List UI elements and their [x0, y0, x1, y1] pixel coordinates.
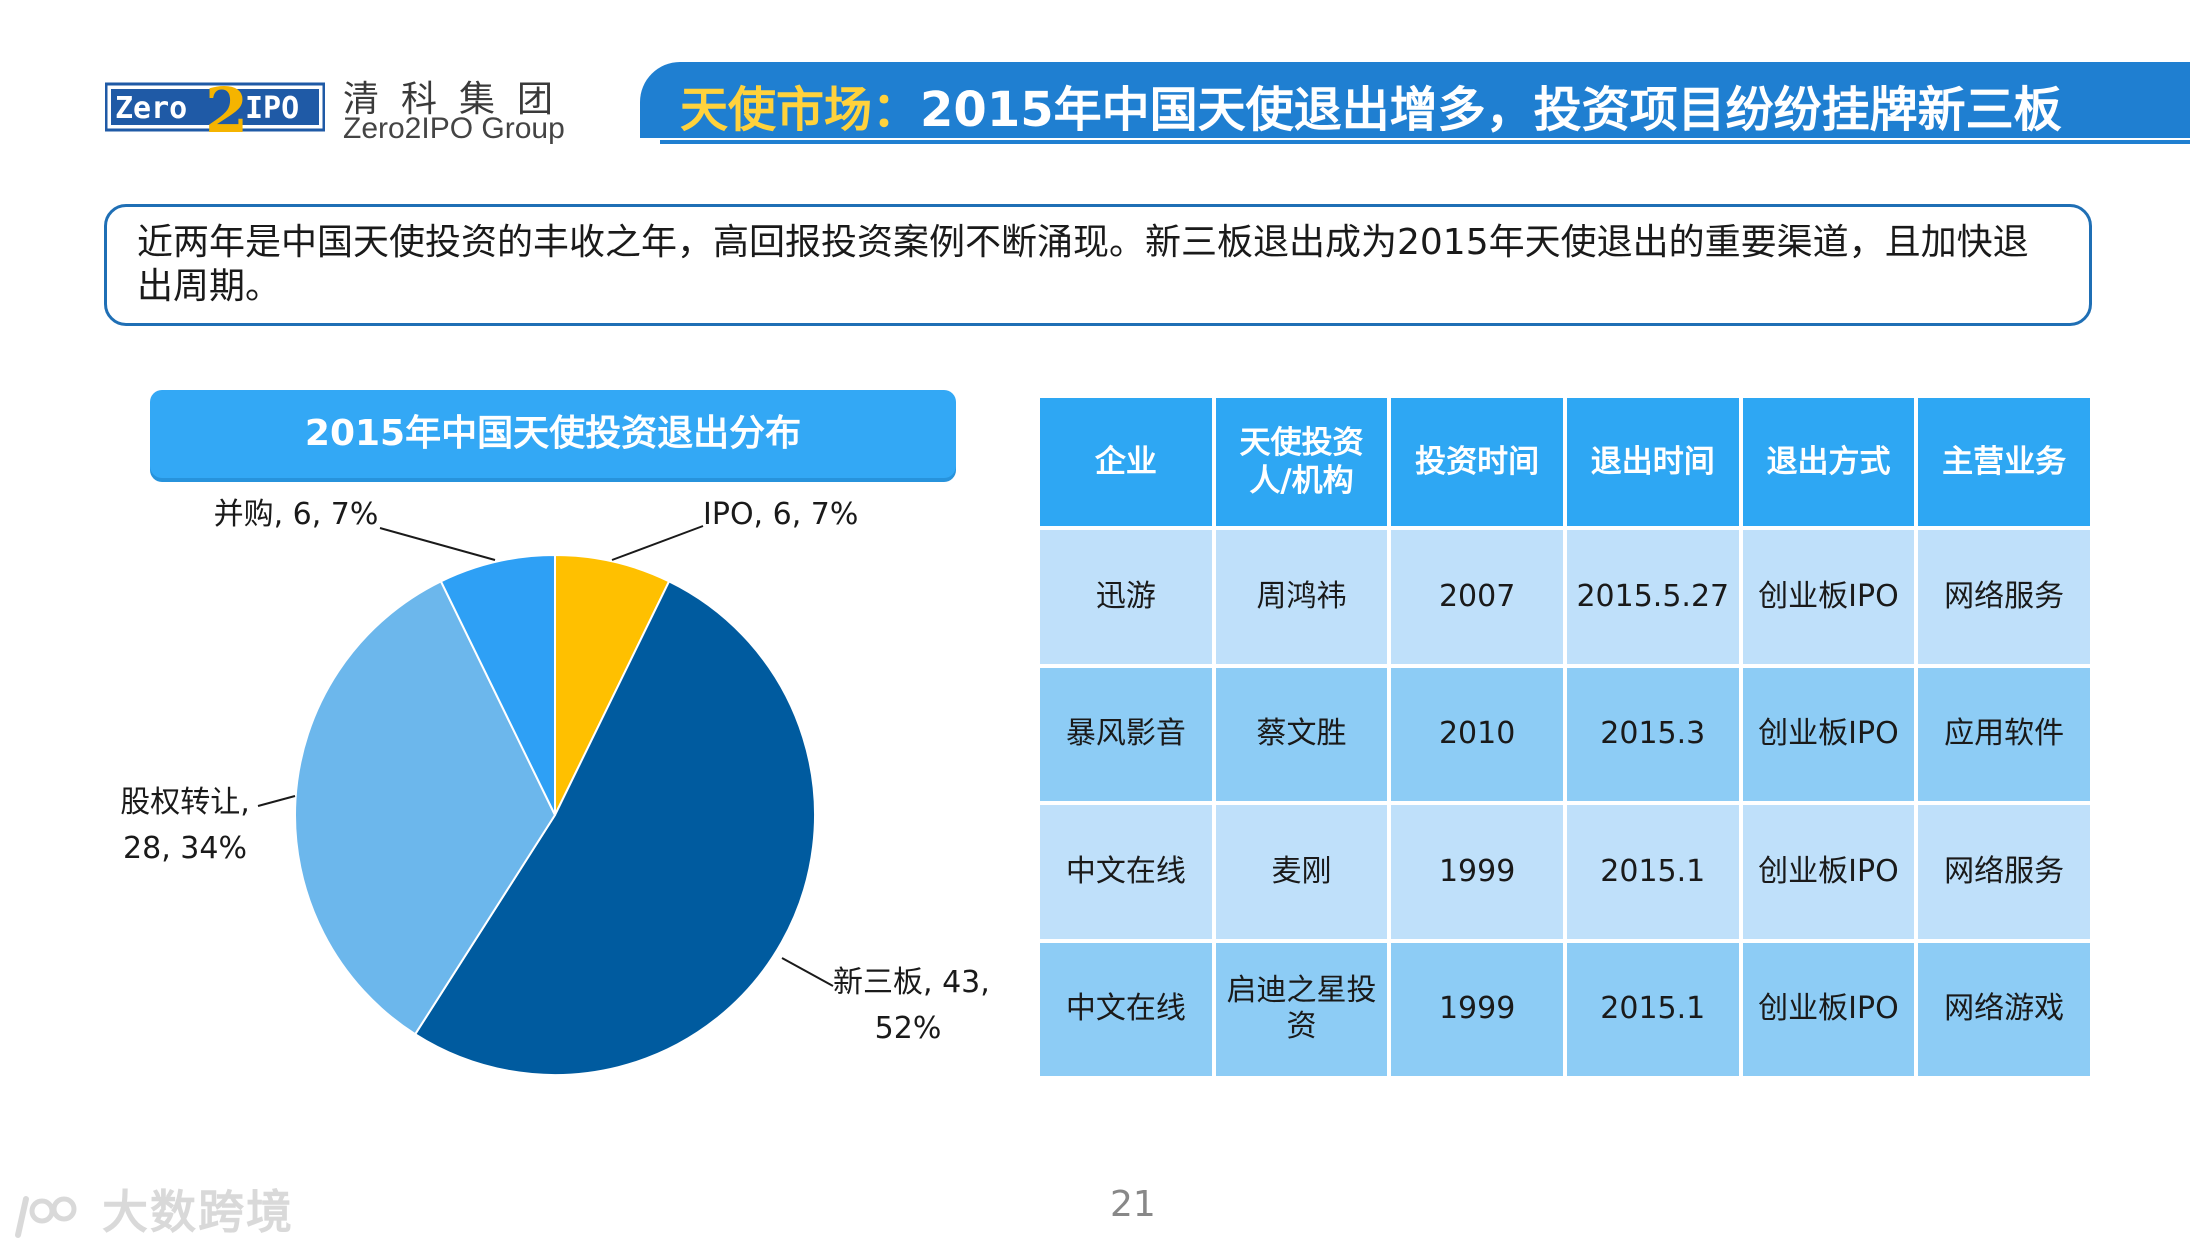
watermark: 大数跨境 [12, 1176, 294, 1242]
pie-leader-line-0 [611, 525, 704, 561]
watermark-logo-icon [15, 1195, 77, 1238]
cell-main-business: 网络服务 [1918, 805, 2090, 939]
cell-exit-time: 2015.1 [1566, 805, 1739, 939]
cell-exit-time: 2015.1 [1566, 942, 1739, 1076]
pie-slice-2 [294, 580, 557, 1036]
exit-cases-table: 企业 天使投资人/机构 投资时间 退出时间 退出方式 主营业务 迅游 周鸿祎 2… [1036, 394, 2094, 1080]
header-investment-time: 投资时间 [1391, 398, 1563, 526]
header-angel-investor: 天使投资人/机构 [1215, 398, 1388, 526]
pie-leader-line-2 [257, 795, 296, 807]
page-title-main: 2015年中国天使退出增多，投资项目纷纷挂牌新三板 [920, 82, 2062, 138]
pie-label-0: IPO, 6, 7% [703, 497, 858, 532]
zero2ipo-badge-icon: Zero 2 IPO [105, 78, 325, 138]
pie-slice-3 [439, 553, 556, 816]
cell-exit-time: 2015.5.27 [1566, 530, 1739, 664]
cell-angel-investor: 周鸿祎 [1215, 530, 1388, 664]
cell-company: 迅游 [1040, 530, 1212, 664]
cell-exit-method: 创业板IPO [1742, 667, 1915, 801]
page-title-accent: 天使市场： [680, 82, 921, 138]
pie-leader-line-1 [781, 957, 834, 987]
pie-slice-1 [413, 580, 816, 1077]
watermark-text: 大数跨境 [102, 1185, 295, 1239]
cell-exit-method: 创业板IPO [1742, 530, 1915, 664]
cell-company: 中文在线 [1040, 942, 1212, 1076]
header-exit-method: 退出方式 [1742, 398, 1915, 526]
zero2ipo-logo: Zero 2 IPO 清科集团 Zero2IPO Group [105, 68, 575, 148]
cell-main-business: 网络游戏 [1918, 942, 2090, 1076]
summary-box: 近两年是中国天使投资的丰收之年，高回报投资案例不断涌现。新三板退出成为2015年… [104, 204, 2092, 326]
cell-exit-method: 创业板IPO [1742, 942, 1915, 1076]
cell-investment-time: 1999 [1391, 805, 1563, 939]
header-company: 企业 [1040, 398, 1212, 526]
cell-investment-time: 1999 [1391, 942, 1563, 1076]
pie-label-2: 股权转让, 28, 34% [120, 785, 250, 866]
table-row: 迅游 周鸿祎 2007 2015.5.27 创业板IPO 网络服务 [1040, 530, 2090, 664]
table-row: 中文在线 麦刚 1999 2015.1 创业板IPO 网络服务 [1040, 805, 2090, 939]
page-title: 天使市场：2015年中国天使退出增多，投资项目纷纷挂牌新三板 [680, 70, 2062, 140]
table-row: 暴风影音 蔡文胜 2010 2015.3 创业板IPO 应用软件 [1040, 667, 2090, 801]
cell-company: 中文在线 [1040, 805, 1212, 939]
cell-main-business: 应用软件 [1918, 667, 2090, 801]
cell-exit-method: 创业板IPO [1742, 805, 1915, 939]
table-row: 中文在线 启迪之星投资 1999 2015.1 创业板IPO 网络游戏 [1040, 942, 2090, 1076]
cell-investment-time: 2007 [1391, 530, 1563, 664]
cell-exit-time: 2015.3 [1566, 667, 1739, 801]
cell-main-business: 网络服务 [1918, 530, 2090, 664]
cell-angel-investor: 启迪之星投资 [1215, 942, 1388, 1076]
cell-angel-investor: 蔡文胜 [1215, 667, 1388, 801]
cell-investment-time: 2010 [1391, 667, 1563, 801]
exit-distribution-pie-chart: IPO, 6, 7% 新三板, 43, 52% 股权转让, 28, 34% 并购, 6, … [120, 497, 990, 1077]
logo-english-name: Zero2IPO Group [343, 112, 565, 145]
page-number: 21 [1110, 1184, 1156, 1225]
header-main-business: 主营业务 [1918, 398, 2090, 526]
header-exit-time: 退出时间 [1566, 398, 1739, 526]
title-bar: 天使市场：2015年中国天使退出增多，投资项目纷纷挂牌新三板 [640, 62, 2190, 144]
logo-chinese-name: 清科集团 [343, 79, 576, 120]
cell-company: 暴风影音 [1040, 667, 1212, 801]
chart-title: 2015年中国天使投资退出分布 [150, 390, 956, 478]
svg-text:IPO: IPO [245, 91, 299, 126]
pie-leader-line-3 [379, 527, 496, 561]
pie-label-3: 并购, 6, 7% [214, 497, 379, 532]
svg-text:Zero: Zero [115, 91, 187, 126]
pie-label-1: 新三板, 43, 52% [833, 965, 990, 1046]
table-header-row: 企业 天使投资人/机构 投资时间 退出时间 退出方式 主营业务 [1040, 398, 2090, 526]
pie-slice-0 [554, 553, 671, 816]
cell-angel-investor: 麦刚 [1215, 805, 1388, 939]
svg-text:2: 2 [205, 78, 248, 138]
